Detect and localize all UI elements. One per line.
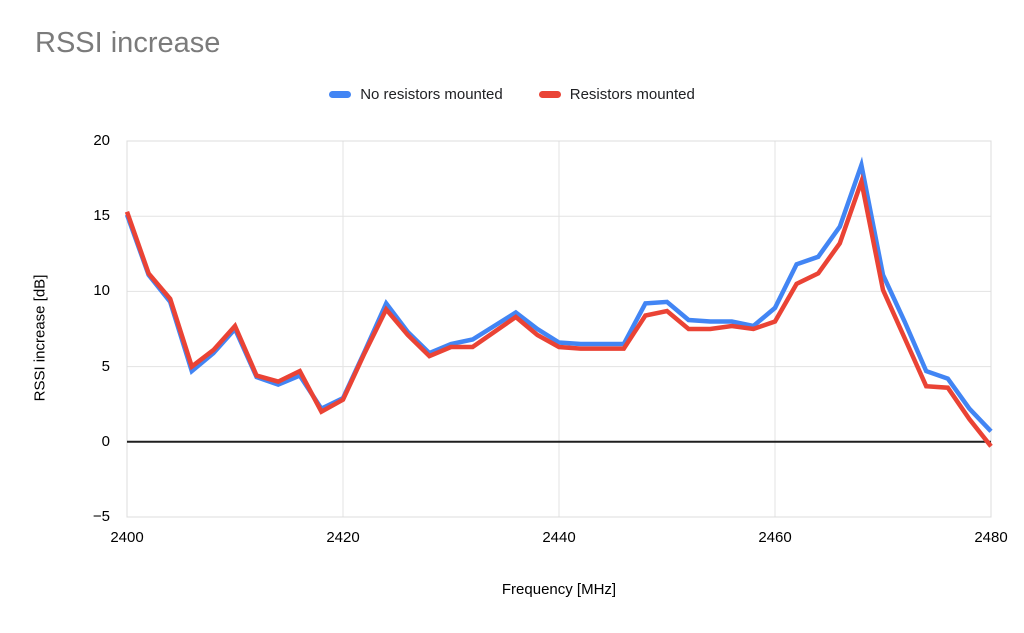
legend-swatch-blue <box>329 91 352 98</box>
y-axis-title: RSSI increase [dB] <box>31 274 49 402</box>
legend-label: Resistors mounted <box>569 86 695 103</box>
y-tick-label: −5 <box>92 508 110 525</box>
chart-title: RSSI increase <box>35 27 221 59</box>
x-tick-label: 2440 <box>542 529 576 546</box>
chart-legend: No resistors mounted Resistors mounted <box>0 86 1024 103</box>
x-tick-label: 2460 <box>758 529 792 546</box>
y-tick-label: 5 <box>101 357 110 375</box>
y-tick-label: 20 <box>93 132 110 149</box>
y-tick-label: 10 <box>93 282 110 300</box>
legend-label: No resistors mounted <box>360 86 503 103</box>
x-tick-label: 2480 <box>974 529 1008 546</box>
legend-item-resistors: Resistors mounted <box>538 86 695 103</box>
series-line-resistors <box>124 173 993 448</box>
x-tick-label: 2420 <box>326 529 360 546</box>
plot-border <box>126 140 992 518</box>
series-line-no-resistors <box>124 156 993 433</box>
x-tick-label: 2400 <box>110 529 144 546</box>
x-axis-title: Frequency [MHz] <box>501 581 617 598</box>
y-tick-label: 0 <box>101 432 110 450</box>
y-tick-label: 15 <box>93 207 110 225</box>
legend-swatch-red <box>538 91 561 98</box>
legend-item-no-resistors: No resistors mounted <box>329 86 503 103</box>
